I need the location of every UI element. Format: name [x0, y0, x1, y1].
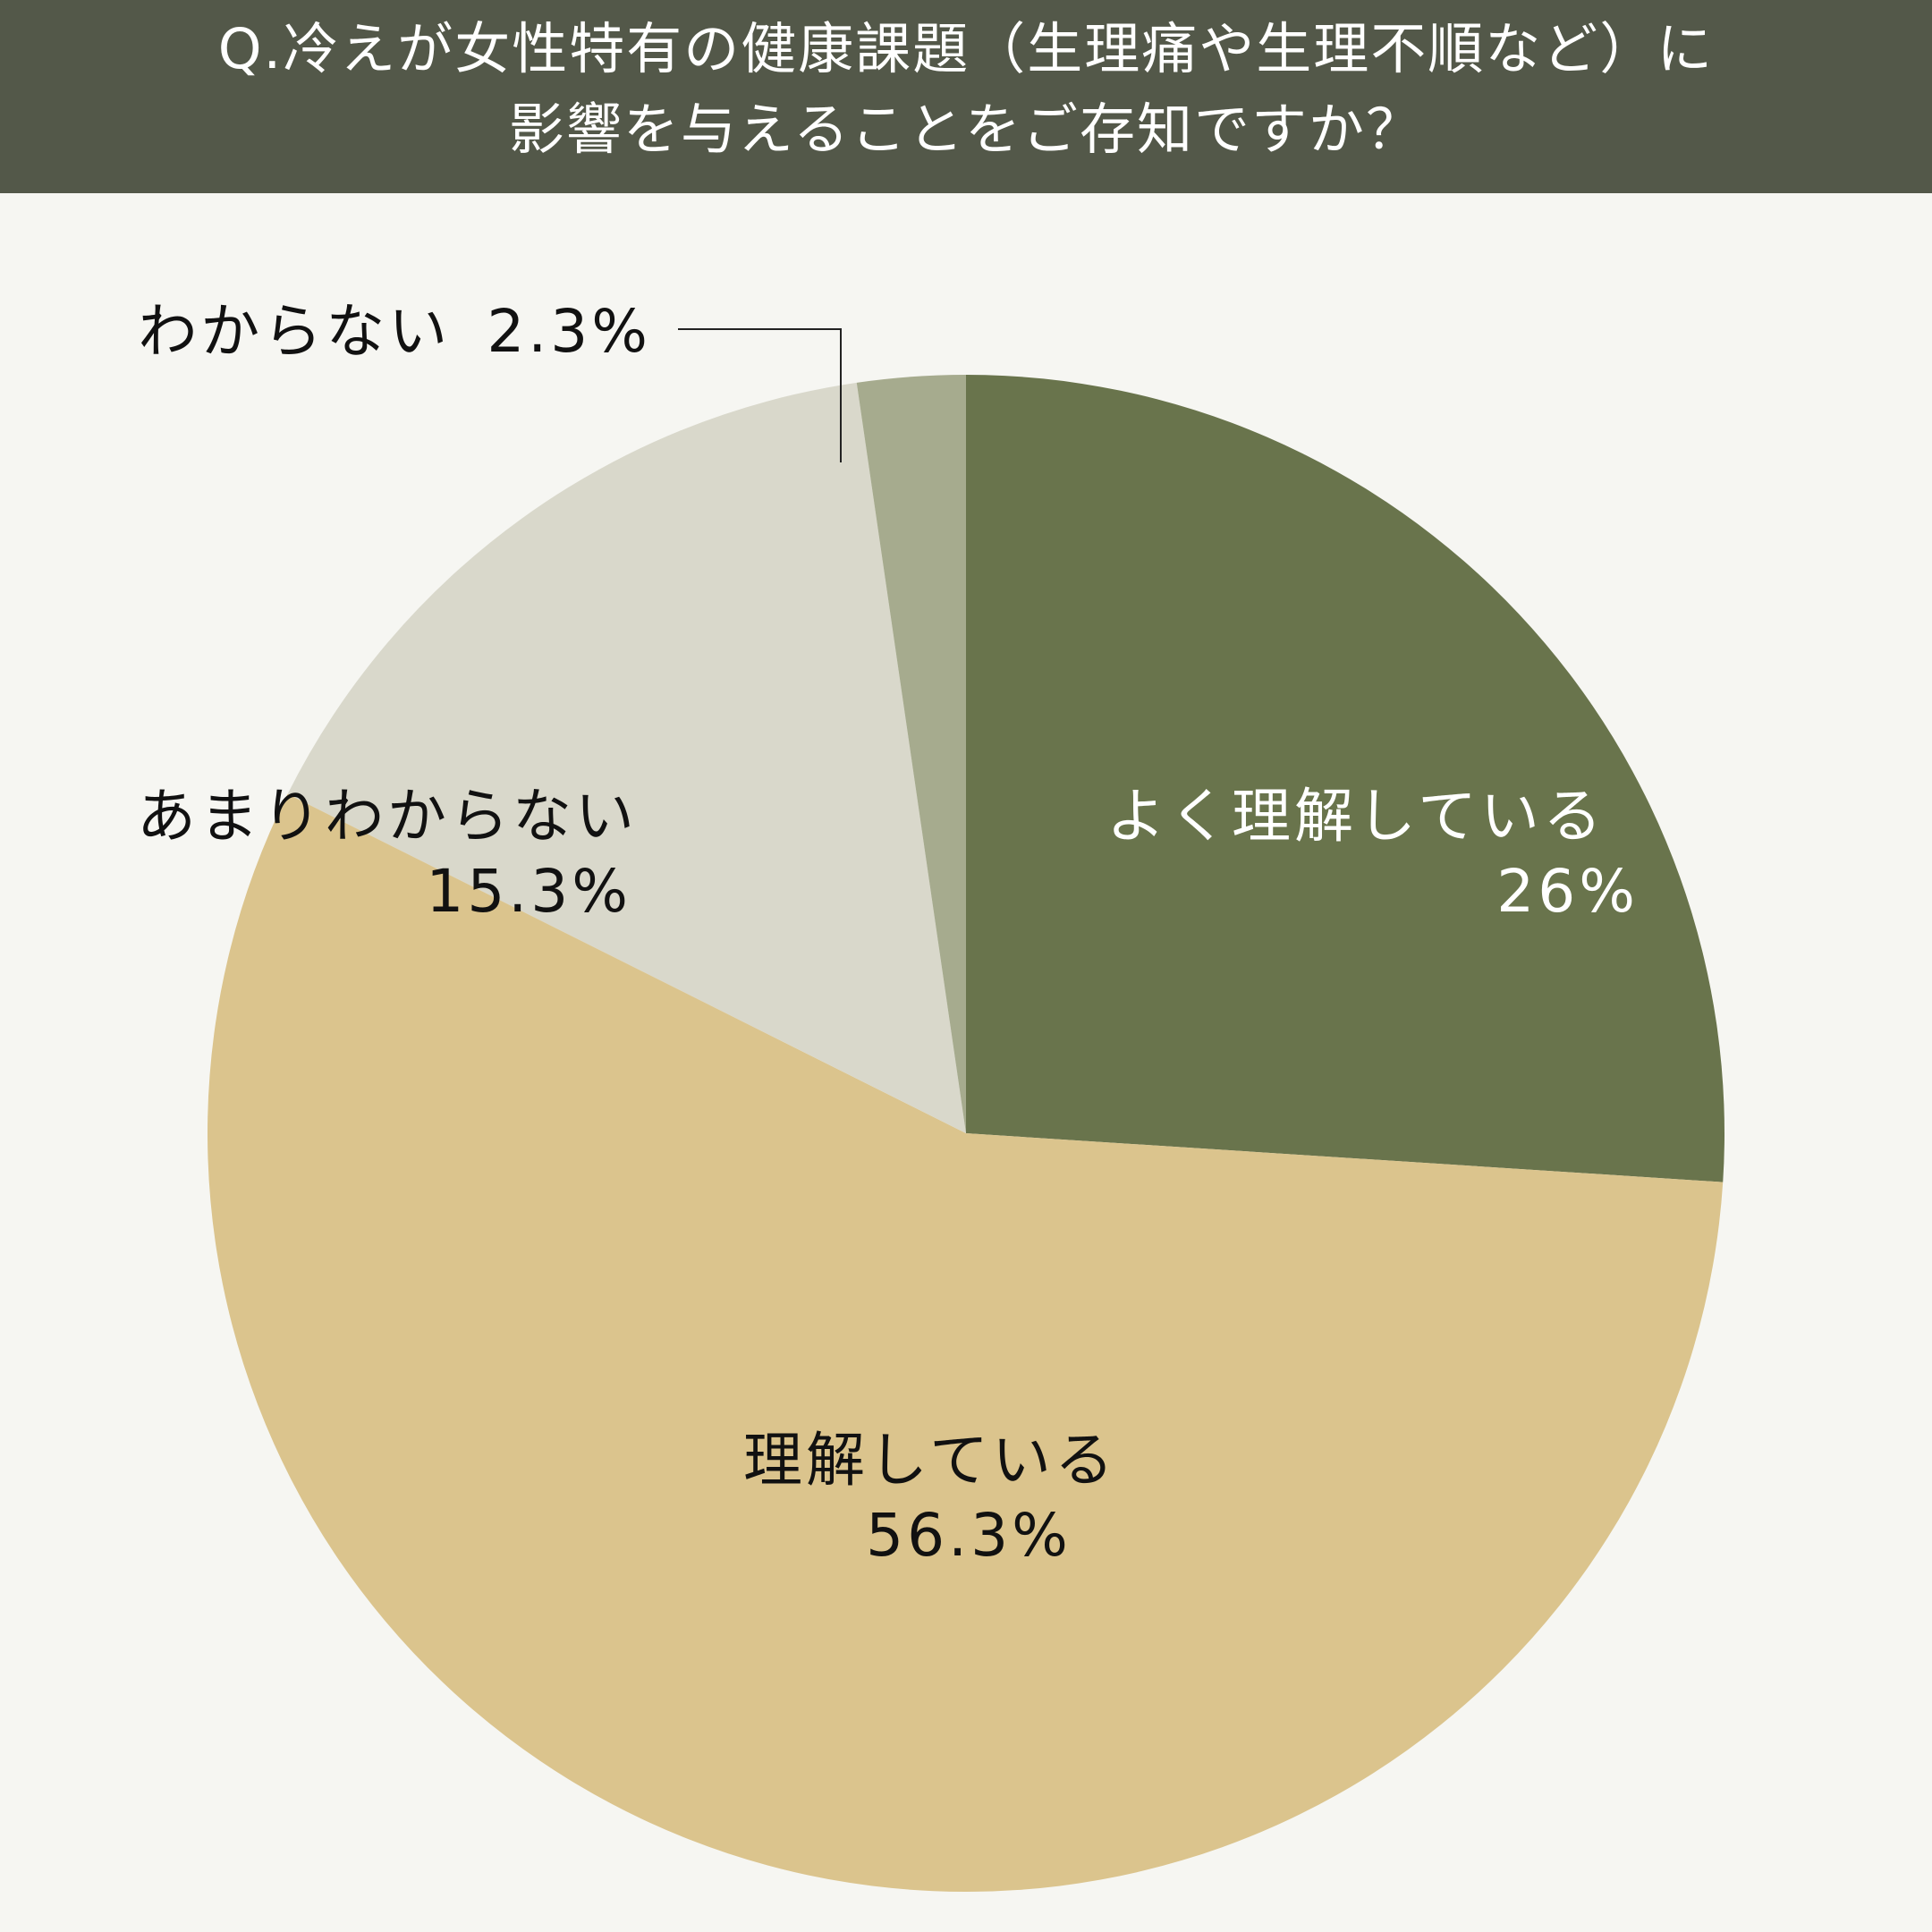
slice-value-label-2: 56.3%	[866, 1501, 1072, 1570]
slice-value-label: 2.3%	[487, 297, 651, 366]
leader-line	[678, 328, 842, 462]
slice-category-label-2: 理解している	[743, 1426, 1117, 1495]
slice-category-label-3: あまりわからない	[137, 782, 638, 851]
slice-value-label-1: 26%	[1496, 857, 1639, 926]
pie-slices	[207, 375, 1724, 1892]
chart-title-line-2: 影響を与えることをご存知ですか？	[508, 97, 1424, 162]
slice-label-4: わからない 2.3%	[138, 297, 651, 366]
slice-category-label-1: よく理解している	[1106, 782, 1606, 851]
pie-slice-4	[856, 375, 966, 1133]
pie-slice-3	[287, 382, 966, 1133]
slice-value-label-3: 15.3%	[426, 857, 631, 926]
chart-title-line-1: Q.冷えが女性特有の健康課題（生理痛や生理不順など）に	[217, 16, 1715, 81]
pie-slice-1	[966, 375, 1724, 1182]
slice-category-label: わからない	[138, 297, 451, 366]
pie-slice-2	[207, 793, 1724, 1892]
chart-title-banner: Q.冷えが女性特有の健康課題（生理痛や生理不順など）に 影響を与えることをご存知…	[0, 0, 1932, 193]
